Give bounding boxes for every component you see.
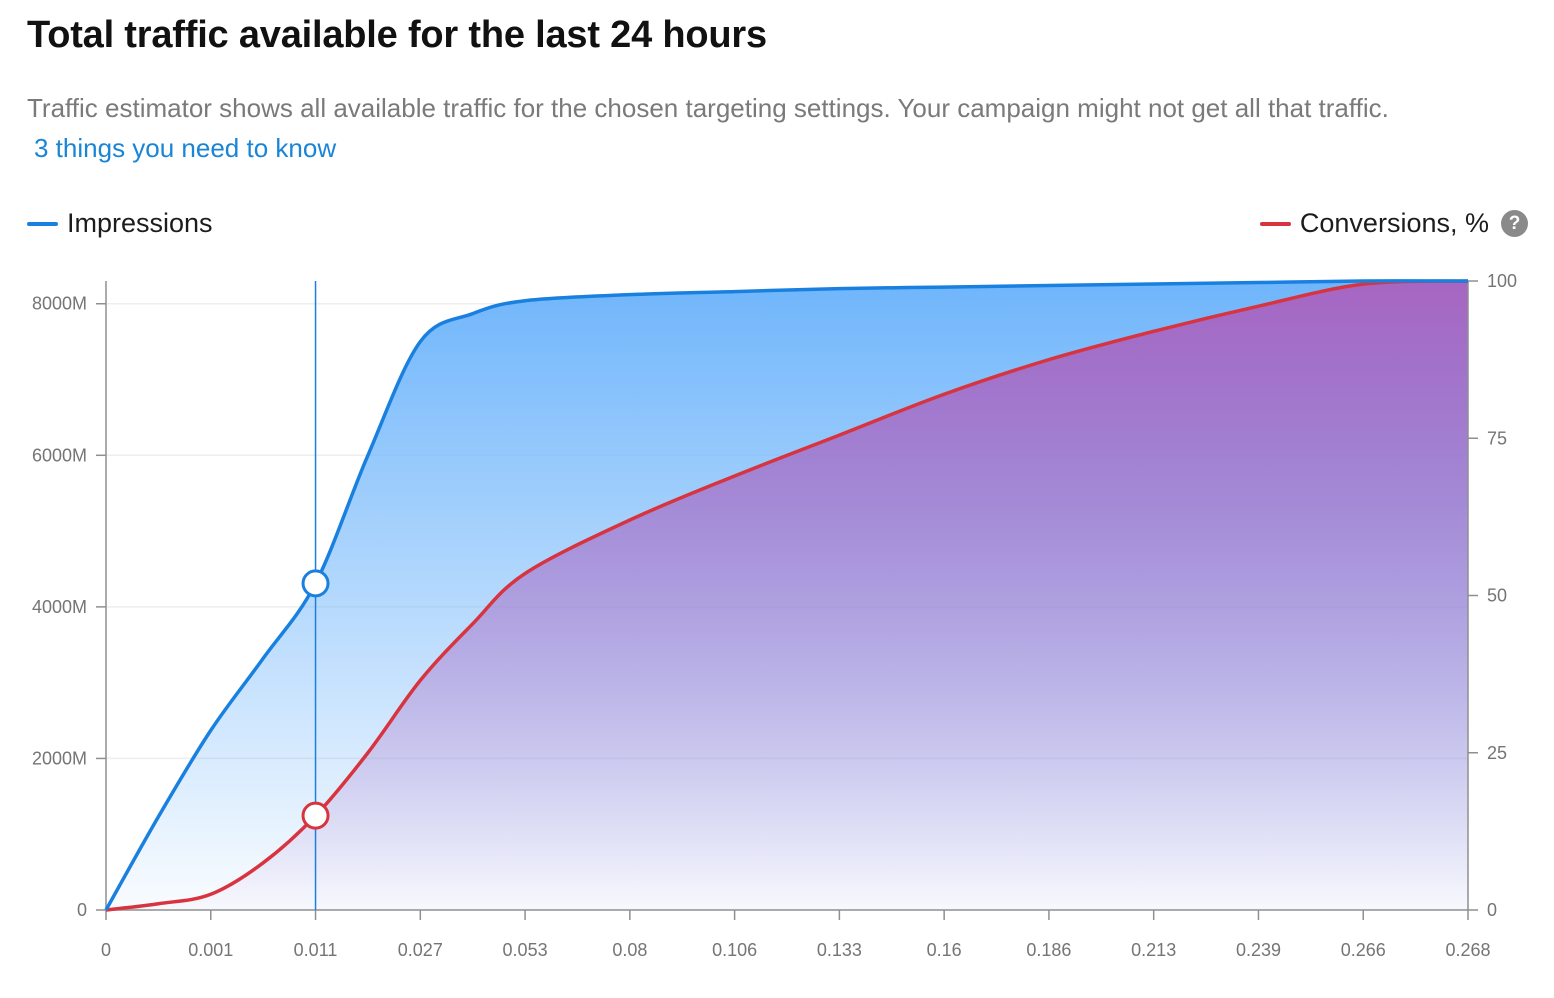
things-to-know-link[interactable]: 3 things you need to know: [34, 133, 337, 163]
legend-impressions: Impressions: [27, 208, 213, 239]
y-right-tick-label: 100: [1487, 271, 1517, 291]
y-left-tick-label: 4000M: [32, 597, 87, 617]
x-tick-label: 0.027: [398, 940, 443, 960]
help-icon[interactable]: ?: [1501, 210, 1528, 237]
conversions-area: [106, 281, 1468, 910]
x-tick-label: 0.001: [188, 940, 233, 960]
x-tick-label: 0.106: [712, 940, 757, 960]
conversions-marker: [301, 801, 330, 830]
x-tick-label: 0.011: [294, 940, 338, 960]
legend-conversions-swatch: [1259, 221, 1291, 226]
y-right-tick-label: 25: [1487, 743, 1507, 763]
legend-impressions-swatch: [27, 221, 58, 226]
impressions-line: [104, 279, 1469, 911]
y-left-tick-label: 0: [77, 900, 87, 920]
y-right-tick-label: 0: [1487, 900, 1497, 920]
page-subtitle: Traffic estimator shows all available tr…: [27, 93, 1389, 123]
y-right-tick-label: 50: [1487, 586, 1507, 606]
legend-conversions: Conversions, % ?: [1259, 208, 1528, 239]
x-tick-label: 0.133: [817, 940, 862, 960]
x-tick-label: 0: [101, 940, 111, 960]
impressions-marker: [301, 569, 330, 598]
y-left-tick-label: 6000M: [32, 445, 87, 465]
x-tick-label: 0.186: [1026, 940, 1071, 960]
x-tick-label: 0.053: [503, 940, 548, 960]
x-tick-label: 0.239: [1236, 940, 1281, 960]
y-right-tick-label: 75: [1487, 428, 1507, 448]
page-title: Total traffic available for the last 24 …: [27, 14, 767, 56]
legend-conversions-label: Conversions, %: [1299, 208, 1489, 238]
conversions-line: [105, 279, 1469, 912]
x-tick-label: 0.16: [927, 940, 962, 960]
y-left-tick-label: 8000M: [32, 294, 87, 314]
x-tick-label: 0.08: [612, 940, 647, 960]
x-tick-label: 0.268: [1445, 940, 1490, 960]
x-tick-label: 0.266: [1341, 940, 1386, 960]
y-left-tick-label: 2000M: [32, 748, 87, 768]
legend-impressions-label: Impressions: [67, 208, 213, 238]
x-tick-label: 0.213: [1131, 940, 1176, 960]
